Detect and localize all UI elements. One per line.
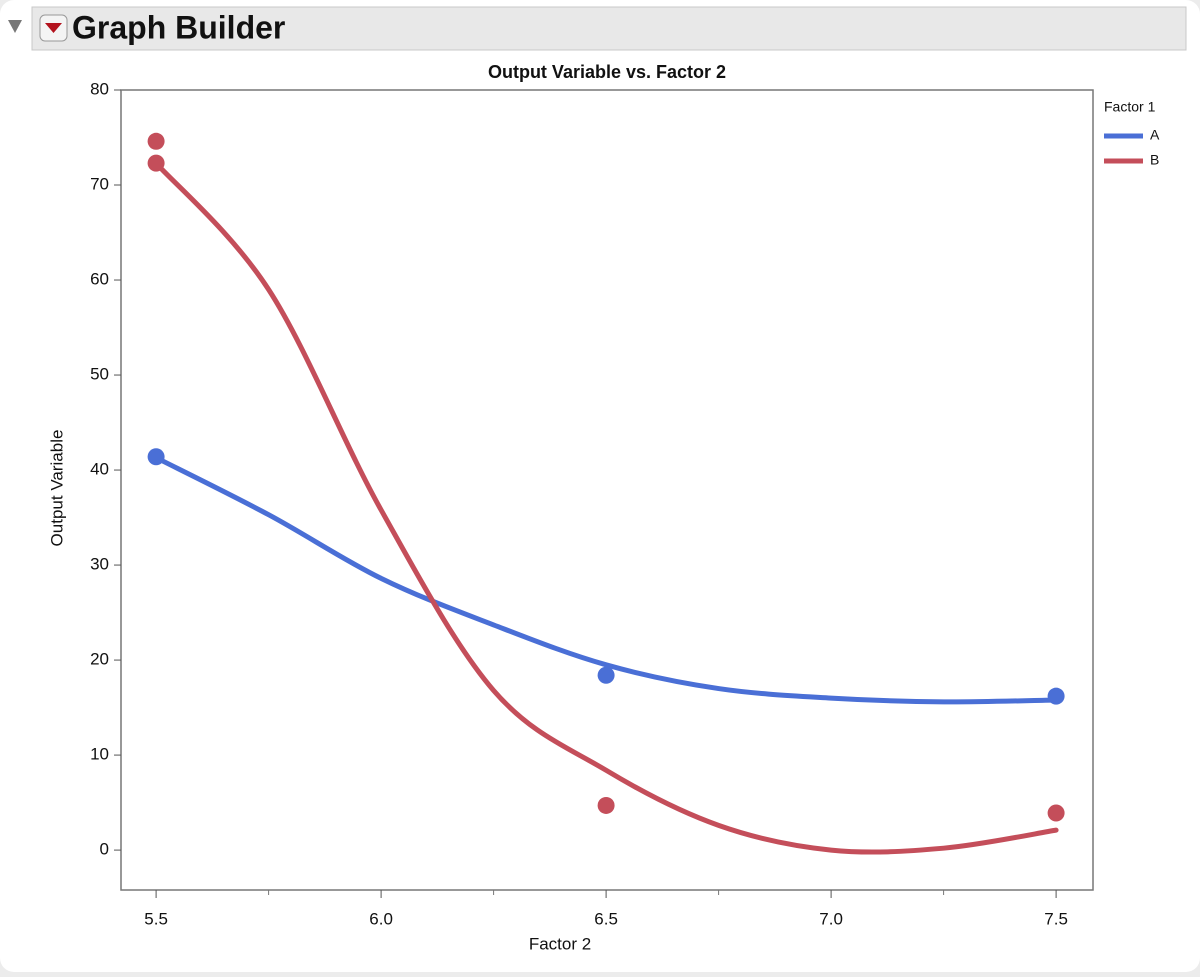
- y-tick-label: 40: [90, 460, 109, 479]
- legend-title: Factor 1: [1104, 99, 1156, 115]
- legend-label: B: [1150, 152, 1159, 168]
- x-tick-label: 6.5: [594, 909, 618, 928]
- data-point: [147, 154, 165, 172]
- menu-icon: [45, 23, 62, 33]
- chart-title: Output Variable vs. Factor 2: [488, 62, 726, 82]
- header-bar: [31, 6, 1187, 51]
- x-tick-label: 5.5: [144, 909, 168, 928]
- y-tick-label: 10: [90, 745, 109, 764]
- y-tick-label: 0: [100, 840, 109, 859]
- data-point: [597, 666, 615, 684]
- data-point: [147, 132, 165, 150]
- y-tick-label: 70: [90, 174, 109, 193]
- header-title: Graph Builder: [72, 9, 285, 45]
- data-point: [1047, 687, 1065, 705]
- y-axis-label: Output Variable: [47, 430, 66, 547]
- collapse-triangle[interactable]: [8, 20, 22, 33]
- data-point: [147, 448, 165, 466]
- y-tick-label: 60: [90, 270, 109, 289]
- chart: Output Variable vs. Factor 2 0 10 20 30 40 50 6…: [47, 62, 1160, 954]
- fit-line: [153, 455, 1059, 705]
- plot-area: [120, 89, 1094, 891]
- y-tick-label: 80: [90, 79, 109, 98]
- data-point: [1047, 804, 1065, 822]
- y-tick-label: 20: [90, 650, 109, 669]
- y-tick-label: 30: [90, 555, 109, 574]
- y-tick-label: 50: [90, 365, 109, 384]
- x-tick-label: 7.5: [1044, 909, 1068, 928]
- legend-label: A: [1150, 127, 1160, 143]
- x-axis-label: Factor 2: [529, 934, 591, 953]
- data-point: [597, 796, 615, 814]
- fit-line: [153, 160, 1059, 855]
- x-tick-label: 6.0: [369, 909, 393, 928]
- x-tick-label: 7.0: [819, 909, 843, 928]
